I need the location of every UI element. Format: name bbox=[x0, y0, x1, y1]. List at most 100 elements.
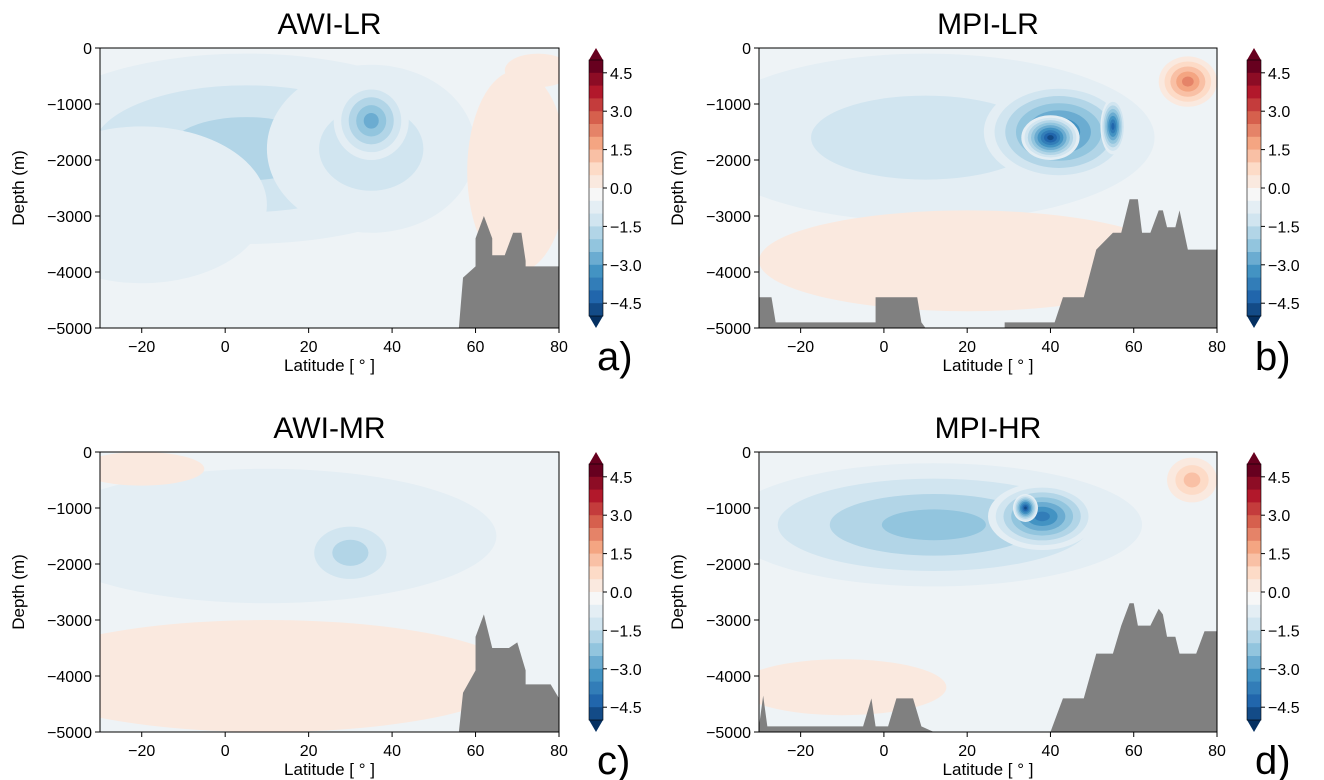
colorbar-level bbox=[589, 149, 603, 163]
colorbar-level bbox=[1247, 226, 1261, 240]
colorbar-level bbox=[589, 528, 603, 542]
y-tick-label: −2000 bbox=[47, 557, 92, 574]
colorbar-extend-max bbox=[1247, 452, 1261, 464]
y-axis-label: Depth (m) bbox=[668, 150, 687, 226]
x-tick-label: 0 bbox=[879, 743, 888, 760]
y-axis-label: Depth (m) bbox=[9, 150, 28, 226]
colorbar-tick-label: −3.0 bbox=[610, 662, 642, 679]
colorbar-tick-label: 1.5 bbox=[1268, 143, 1290, 160]
colorbar-level bbox=[1247, 579, 1261, 593]
colorbar-tick-label: −3.0 bbox=[1268, 258, 1300, 275]
x-tick-label: 20 bbox=[958, 339, 976, 356]
x-tick-label: 60 bbox=[1125, 339, 1143, 356]
colorbar-tick-label: 1.5 bbox=[610, 143, 632, 160]
colorbar-level bbox=[1247, 149, 1261, 163]
colorbar-level bbox=[1247, 252, 1261, 266]
colorbar-tick-label: 3.0 bbox=[1268, 508, 1290, 525]
field-contours bbox=[759, 53, 1217, 312]
x-tick-label: 40 bbox=[383, 743, 401, 760]
colorbar-extend-min bbox=[589, 316, 603, 328]
y-tick-label: −5000 bbox=[47, 725, 92, 742]
contour-level bbox=[811, 95, 1041, 180]
axes-frame bbox=[758, 451, 1218, 733]
x-tick-label: −20 bbox=[128, 339, 155, 356]
field-contours bbox=[100, 452, 518, 732]
panel-3: −20 0 20 40 60 80 0 −1000 −2000 −3000 −4000 −5000 AW… bbox=[9, 412, 642, 780]
colorbar-level bbox=[589, 476, 603, 491]
colorbar-level bbox=[589, 290, 603, 304]
colorbar-level bbox=[1247, 515, 1261, 529]
colorbar-level bbox=[589, 277, 603, 291]
colorbar-level bbox=[1247, 476, 1261, 491]
colorbar-level bbox=[1247, 592, 1261, 606]
y-tick-label: 0 bbox=[83, 41, 92, 58]
colorbar-level bbox=[589, 656, 603, 670]
colorbar-extend-max bbox=[589, 452, 603, 464]
y-tick-label: −1000 bbox=[706, 97, 751, 114]
colorbar-level bbox=[589, 303, 603, 317]
colorbar-level bbox=[1247, 502, 1261, 516]
colorbar-level bbox=[589, 213, 603, 227]
colorbar-tick-label: 4.5 bbox=[1268, 66, 1290, 83]
colorbar-level bbox=[589, 175, 603, 189]
colorbar-level bbox=[589, 111, 603, 125]
colorbar-level bbox=[1247, 464, 1261, 478]
x-tick-label: −20 bbox=[787, 743, 814, 760]
y-tick-label: −2000 bbox=[706, 557, 751, 574]
colorbar-tick-label: −4.5 bbox=[610, 296, 642, 313]
axes-frame bbox=[99, 47, 560, 329]
colorbar-tick-label: 4.5 bbox=[1268, 470, 1290, 487]
colorbar-level bbox=[1247, 489, 1261, 503]
colorbar-tick-label: −1.5 bbox=[1268, 219, 1300, 236]
x-tick-label: 40 bbox=[1042, 339, 1060, 356]
y-tick-label: −2000 bbox=[706, 153, 751, 170]
colorbar-level bbox=[589, 540, 603, 555]
colorbar-level bbox=[1247, 630, 1261, 644]
y-tick-label: −5000 bbox=[706, 321, 751, 338]
y-tick-label: −3000 bbox=[706, 613, 751, 630]
colorbar-level bbox=[1247, 553, 1261, 567]
colorbar-tick-label: −1.5 bbox=[610, 219, 642, 236]
bathymetry-mask bbox=[1050, 603, 1217, 732]
colorbar-level bbox=[1247, 239, 1261, 253]
colorbar-level bbox=[589, 60, 603, 74]
colorbar-tick-label: 4.5 bbox=[610, 66, 632, 83]
colorbar-level bbox=[589, 464, 603, 478]
colorbar-level bbox=[589, 252, 603, 266]
contour-level bbox=[1183, 472, 1201, 488]
colorbar-extend-min bbox=[1247, 316, 1261, 328]
colorbar-tick-label: −1.5 bbox=[610, 623, 642, 640]
x-axis-label: Latitude [ ° ] bbox=[284, 356, 375, 375]
colorbar-level bbox=[1247, 604, 1261, 619]
y-tick-label: −5000 bbox=[47, 321, 92, 338]
colorbar-tick-label: −4.5 bbox=[1268, 296, 1300, 313]
x-tick-label: 80 bbox=[1208, 339, 1226, 356]
colorbar-level bbox=[589, 553, 603, 567]
colorbar-level bbox=[589, 136, 603, 151]
colorbar-level bbox=[589, 694, 603, 708]
y-tick-label: −3000 bbox=[47, 613, 92, 630]
bathymetry-mask bbox=[759, 297, 926, 328]
bathymetry-mask bbox=[458, 614, 559, 732]
contour-level bbox=[100, 620, 518, 732]
colorbar-tick-label: −3.0 bbox=[1268, 662, 1300, 679]
colorbar-level bbox=[1247, 98, 1261, 112]
x-tick-label: 40 bbox=[383, 339, 401, 356]
colorbar-tick-label: 1.5 bbox=[610, 547, 632, 564]
colorbar-level bbox=[589, 85, 603, 99]
x-tick-label: 0 bbox=[879, 339, 888, 356]
colorbar-level bbox=[1247, 85, 1261, 99]
colorbar-level bbox=[589, 264, 603, 279]
colorbar-level bbox=[589, 566, 603, 580]
colorbar-level bbox=[589, 604, 603, 619]
contour-level bbox=[100, 126, 267, 284]
colorbar-tick-label: 0.0 bbox=[610, 181, 632, 198]
colorbar-level bbox=[589, 643, 603, 657]
colorbar-level bbox=[1247, 617, 1261, 631]
x-tick-label: −20 bbox=[787, 339, 814, 356]
x-tick-label: 20 bbox=[958, 743, 976, 760]
y-tick-label: −3000 bbox=[47, 209, 92, 226]
colorbar-tick-label: 3.0 bbox=[610, 104, 632, 121]
y-tick-label: −1000 bbox=[47, 501, 92, 518]
colorbar-level bbox=[1247, 124, 1261, 138]
